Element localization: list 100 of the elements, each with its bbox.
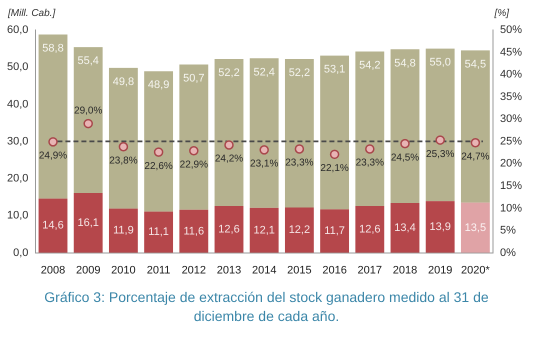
- data-label: 12,6: [359, 223, 380, 236]
- bar: [108, 208, 138, 253]
- data-label: 24,2%: [214, 154, 244, 165]
- bar: [74, 193, 103, 253]
- y-tick-label: 30,0: [6, 135, 28, 148]
- y-tick-label: 40,0: [6, 98, 28, 110]
- y-tick-label: 20,0: [6, 172, 28, 185]
- data-label: 11,6: [184, 225, 204, 238]
- data-label: 23,1%: [250, 158, 278, 170]
- bar: [250, 208, 279, 253]
- bar: [214, 58, 244, 206]
- bar: [284, 58, 314, 208]
- data-label: 13,5: [464, 222, 486, 234]
- y2-tick-label: 30%: [500, 113, 522, 126]
- y2-tick-label: 40%: [500, 68, 522, 81]
- point: [48, 137, 58, 147]
- total-label: 53,1: [324, 64, 346, 76]
- total-label: 48,9: [148, 79, 170, 92]
- x-tick-label: 2016: [322, 264, 347, 276]
- y2-tick-label: 0%: [500, 246, 516, 259]
- total-label: 58,8: [42, 42, 64, 54]
- data-label: 14,6: [42, 220, 64, 232]
- x-tick-label: 2010: [111, 264, 136, 276]
- point: [400, 138, 410, 148]
- x-tick-label: 2020*: [461, 264, 490, 276]
- x-tick-label: 2009: [76, 264, 100, 276]
- total-label: 54,2: [359, 60, 380, 72]
- point: [470, 138, 480, 148]
- point: [189, 146, 199, 156]
- x-tick-label: 2017: [358, 264, 382, 276]
- y-tick-label: 10,0: [6, 210, 28, 222]
- point: [118, 142, 128, 152]
- y-tick-label: 0,0: [13, 246, 28, 259]
- bar: [390, 49, 420, 204]
- y2-tick-label: 10%: [500, 202, 522, 214]
- x-tick-label: 2019: [428, 264, 452, 276]
- bar: [355, 52, 384, 206]
- point: [259, 145, 269, 155]
- bar: [144, 71, 174, 212]
- total-label: 49,8: [112, 76, 134, 88]
- data-label: 13,4: [394, 222, 416, 234]
- y-tick-label: 60,0: [6, 24, 28, 36]
- data-label: 23,3%: [285, 158, 314, 169]
- bar: [355, 206, 384, 253]
- y2-tick-label: 5%: [500, 224, 516, 237]
- data-label: 11,1: [148, 226, 169, 238]
- y2-tick-label: 15%: [500, 180, 522, 192]
- bar: [144, 212, 174, 253]
- total-label: 52,4: [253, 66, 275, 78]
- data-label: 24,9%: [38, 150, 68, 162]
- data-label: 22,9%: [180, 160, 208, 171]
- total-label: 55,0: [429, 56, 451, 69]
- bar: [460, 50, 490, 203]
- x-tick-label: 2013: [216, 264, 242, 276]
- bar: [179, 64, 208, 210]
- data-label: 12,1: [253, 224, 275, 236]
- point: [154, 147, 164, 157]
- data-label: 23,3%: [356, 158, 384, 169]
- y2-tick-label: 45%: [500, 46, 522, 58]
- data-label: 11,9: [113, 224, 134, 237]
- data-label: 24,7%: [461, 151, 490, 162]
- x-tick-label: 2008: [40, 264, 66, 276]
- x-tick-label: 2018: [392, 264, 418, 276]
- data-label: 11,7: [324, 225, 345, 238]
- total-label: 54,8: [394, 57, 416, 70]
- data-label: 25,3%: [426, 148, 454, 160]
- data-label: 12,6: [218, 223, 240, 236]
- point: [330, 150, 340, 160]
- data-label: 22,1%: [320, 163, 349, 174]
- bar: [320, 209, 350, 253]
- bar: [108, 68, 138, 209]
- point: [294, 144, 304, 154]
- total-label: 52,2: [288, 66, 310, 79]
- bar: [179, 210, 208, 253]
- bar: [426, 48, 455, 202]
- bar: [390, 203, 420, 253]
- text: Gráfico 3: Porcentaje de extracción del stock ganadero medido al 31 de diciembre de cada año.: [43, 288, 490, 326]
- total-label: 54,5: [464, 58, 486, 70]
- data-label: 22,6%: [144, 160, 173, 172]
- y2-tick-label: 35%: [500, 90, 522, 103]
- data-label: 29,0%: [74, 105, 102, 116]
- y2-axis-title: [%]: [494, 8, 509, 19]
- bar: [320, 56, 350, 210]
- x-tick-label: 2015: [287, 264, 312, 276]
- x-tick-label: 2011: [146, 264, 170, 276]
- y-axis-title: [Mill. Cab.]: [8, 8, 56, 19]
- y2-tick-label: 25%: [500, 135, 522, 148]
- data-label: 12,2: [288, 224, 310, 236]
- data-label: 16,1: [77, 216, 99, 229]
- bar: [250, 58, 279, 208]
- bar: [38, 198, 68, 253]
- bar: [74, 47, 103, 194]
- y-tick-label: 50,0: [6, 61, 28, 74]
- bar: [426, 201, 455, 253]
- point: [83, 118, 93, 128]
- point: [365, 144, 375, 154]
- y2-tick-label: 20%: [500, 158, 522, 170]
- point: [224, 140, 234, 150]
- data-label: 24,5%: [390, 152, 420, 164]
- bar: [284, 208, 314, 253]
